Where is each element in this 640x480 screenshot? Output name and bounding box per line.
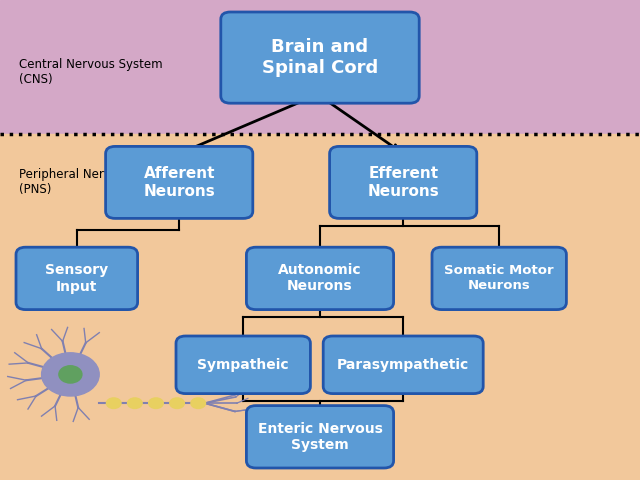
FancyBboxPatch shape bbox=[246, 406, 394, 468]
Text: Autonomic
Neurons: Autonomic Neurons bbox=[278, 264, 362, 293]
FancyBboxPatch shape bbox=[16, 247, 138, 310]
Ellipse shape bbox=[148, 398, 163, 408]
Circle shape bbox=[59, 366, 82, 383]
FancyBboxPatch shape bbox=[106, 146, 253, 218]
FancyBboxPatch shape bbox=[176, 336, 310, 394]
FancyBboxPatch shape bbox=[432, 247, 566, 310]
FancyBboxPatch shape bbox=[246, 247, 394, 310]
Text: Sympatheic: Sympatheic bbox=[197, 358, 289, 372]
FancyBboxPatch shape bbox=[323, 336, 483, 394]
Ellipse shape bbox=[191, 398, 205, 408]
Ellipse shape bbox=[106, 398, 121, 408]
Bar bbox=[0, 0, 640, 134]
Text: Central Nervous System
(CNS): Central Nervous System (CNS) bbox=[19, 58, 163, 86]
Text: Somatic Motor
Neurons: Somatic Motor Neurons bbox=[444, 264, 554, 292]
FancyBboxPatch shape bbox=[221, 12, 419, 103]
FancyBboxPatch shape bbox=[330, 146, 477, 218]
Ellipse shape bbox=[127, 398, 142, 408]
Text: Peripheral Nervous System
(PNS): Peripheral Nervous System (PNS) bbox=[19, 168, 180, 196]
Bar bbox=[0, 134, 640, 480]
Text: Afferent
Neurons: Afferent Neurons bbox=[143, 166, 215, 199]
Text: Enteric Nervous
System: Enteric Nervous System bbox=[257, 422, 383, 452]
Text: Efferent
Neurons: Efferent Neurons bbox=[367, 166, 439, 199]
Ellipse shape bbox=[170, 398, 184, 408]
Text: Brain and
Spinal Cord: Brain and Spinal Cord bbox=[262, 38, 378, 77]
Circle shape bbox=[42, 353, 99, 396]
Text: Parasympathetic: Parasympathetic bbox=[337, 358, 469, 372]
Text: Sensory
Input: Sensory Input bbox=[45, 264, 108, 293]
